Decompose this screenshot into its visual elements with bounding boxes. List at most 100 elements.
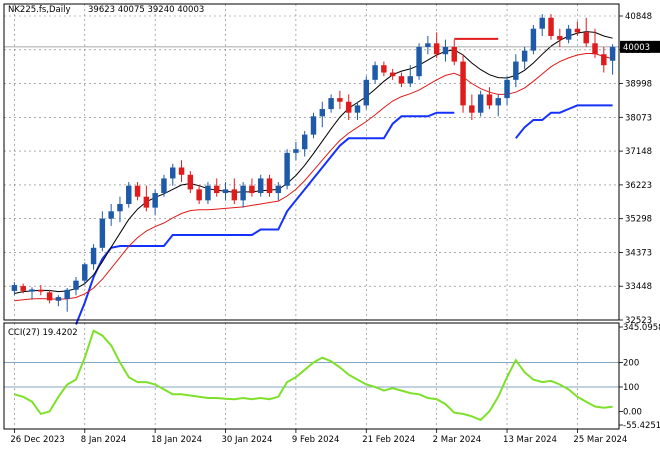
- candle-body: [249, 185, 255, 194]
- current-price-label: 40003: [623, 43, 650, 53]
- candle: [574, 21, 581, 37]
- candle-body: [328, 98, 334, 110]
- candle-body: [548, 17, 554, 37]
- candle: [29, 287, 35, 300]
- candle: [143, 185, 150, 212]
- candle-body: [20, 286, 26, 291]
- candle: [310, 112, 317, 139]
- candle: [425, 36, 431, 55]
- candle-body: [407, 76, 413, 84]
- candle: [495, 94, 501, 117]
- candle: [231, 178, 238, 204]
- candle-body: [293, 149, 299, 153]
- price-tick-label: 38073: [625, 113, 652, 123]
- candle-body: [592, 43, 598, 55]
- cci-line: [14, 329, 613, 422]
- candle: [266, 174, 273, 197]
- main-pane-frame: [3, 3, 620, 321]
- candle: [381, 61, 387, 77]
- cci-tick-label: -55.4251: [623, 421, 660, 431]
- price-tick-label: 38998: [625, 80, 652, 90]
- cci-pane-frame: [3, 322, 620, 430]
- candle: [548, 14, 554, 40]
- candle: [530, 25, 537, 55]
- candle: [46, 289, 53, 304]
- candle-body: [460, 61, 466, 106]
- candle: [557, 28, 563, 47]
- price-tick-label: 40848: [625, 12, 652, 22]
- time-tick-label: 21 Feb 2024: [362, 435, 415, 445]
- candle-body: [416, 46, 422, 77]
- candle-body: [161, 178, 167, 194]
- candle: [460, 54, 466, 113]
- lower-band-line: [14, 53, 613, 302]
- candle: [152, 189, 158, 215]
- candle-body: [521, 50, 528, 62]
- candle: [477, 90, 484, 117]
- candle-body: [530, 28, 537, 51]
- candle: [222, 182, 229, 201]
- candle-body: [38, 289, 44, 292]
- candle: [275, 182, 282, 201]
- candle: [328, 94, 334, 113]
- candle-body: [266, 178, 273, 194]
- cci-tick-label: 0.00: [623, 407, 642, 417]
- candle-body: [55, 297, 62, 301]
- candle: [196, 185, 202, 204]
- cci-pane: 345.0958 200 100 0.00 -55.4251 CCI(27) 19.420…: [4, 323, 660, 431]
- candle-body: [495, 98, 501, 106]
- candle-body: [64, 289, 70, 299]
- candle: [609, 44, 616, 75]
- candle-body: [442, 46, 449, 55]
- time-tick-label: 26 Dec 2023: [10, 435, 64, 445]
- candle: [539, 14, 545, 37]
- candle: [363, 76, 370, 110]
- candle: [513, 54, 519, 88]
- candle: [257, 174, 264, 197]
- time-tick-label: 18 Jan 2024: [151, 435, 202, 445]
- candle-body: [134, 185, 141, 197]
- candle-body: [275, 185, 282, 194]
- candle-body: [143, 196, 150, 208]
- candle-body: [170, 167, 176, 179]
- candle-body: [451, 46, 457, 62]
- candle: [82, 262, 88, 285]
- candle-body: [310, 116, 317, 135]
- cci-label: CCI(27) 19.4202: [8, 328, 78, 338]
- time-tick-label: 8 Jan 2024: [81, 435, 127, 445]
- candle: [416, 43, 422, 80]
- candle: [249, 178, 255, 197]
- candle: [117, 196, 123, 223]
- candle-body: [187, 174, 194, 190]
- candle: [73, 277, 79, 296]
- candle: [301, 130, 308, 157]
- candle: [504, 76, 510, 106]
- candle-body: [398, 76, 405, 84]
- candle-body: [99, 218, 106, 248]
- time-tick-label: 25 Mar 2024: [573, 435, 627, 445]
- candle-body: [565, 28, 572, 40]
- candle-body: [73, 280, 79, 290]
- candle: [407, 65, 413, 88]
- candle: [64, 287, 70, 312]
- candle-body: [539, 17, 545, 29]
- price-tick-label: 34373: [625, 248, 652, 258]
- candle-body: [29, 289, 35, 292]
- chart-ohlc: 39623 40075 39240 40003: [88, 5, 204, 15]
- candle: [521, 46, 528, 69]
- candle: [90, 244, 97, 270]
- candle: [187, 171, 194, 194]
- candle-body: [126, 185, 132, 204]
- candle-body: [425, 43, 431, 47]
- candle: [583, 17, 589, 47]
- candle-body: [469, 105, 475, 113]
- candle-body: [337, 98, 343, 102]
- candle-body: [284, 152, 290, 186]
- candle: [205, 182, 211, 204]
- stop-line-low: [75, 111, 455, 325]
- time-tick-label: 30 Jan 2024: [222, 435, 273, 445]
- candle: [398, 72, 405, 88]
- candle-body: [345, 101, 352, 113]
- candles[interactable]: [11, 14, 616, 312]
